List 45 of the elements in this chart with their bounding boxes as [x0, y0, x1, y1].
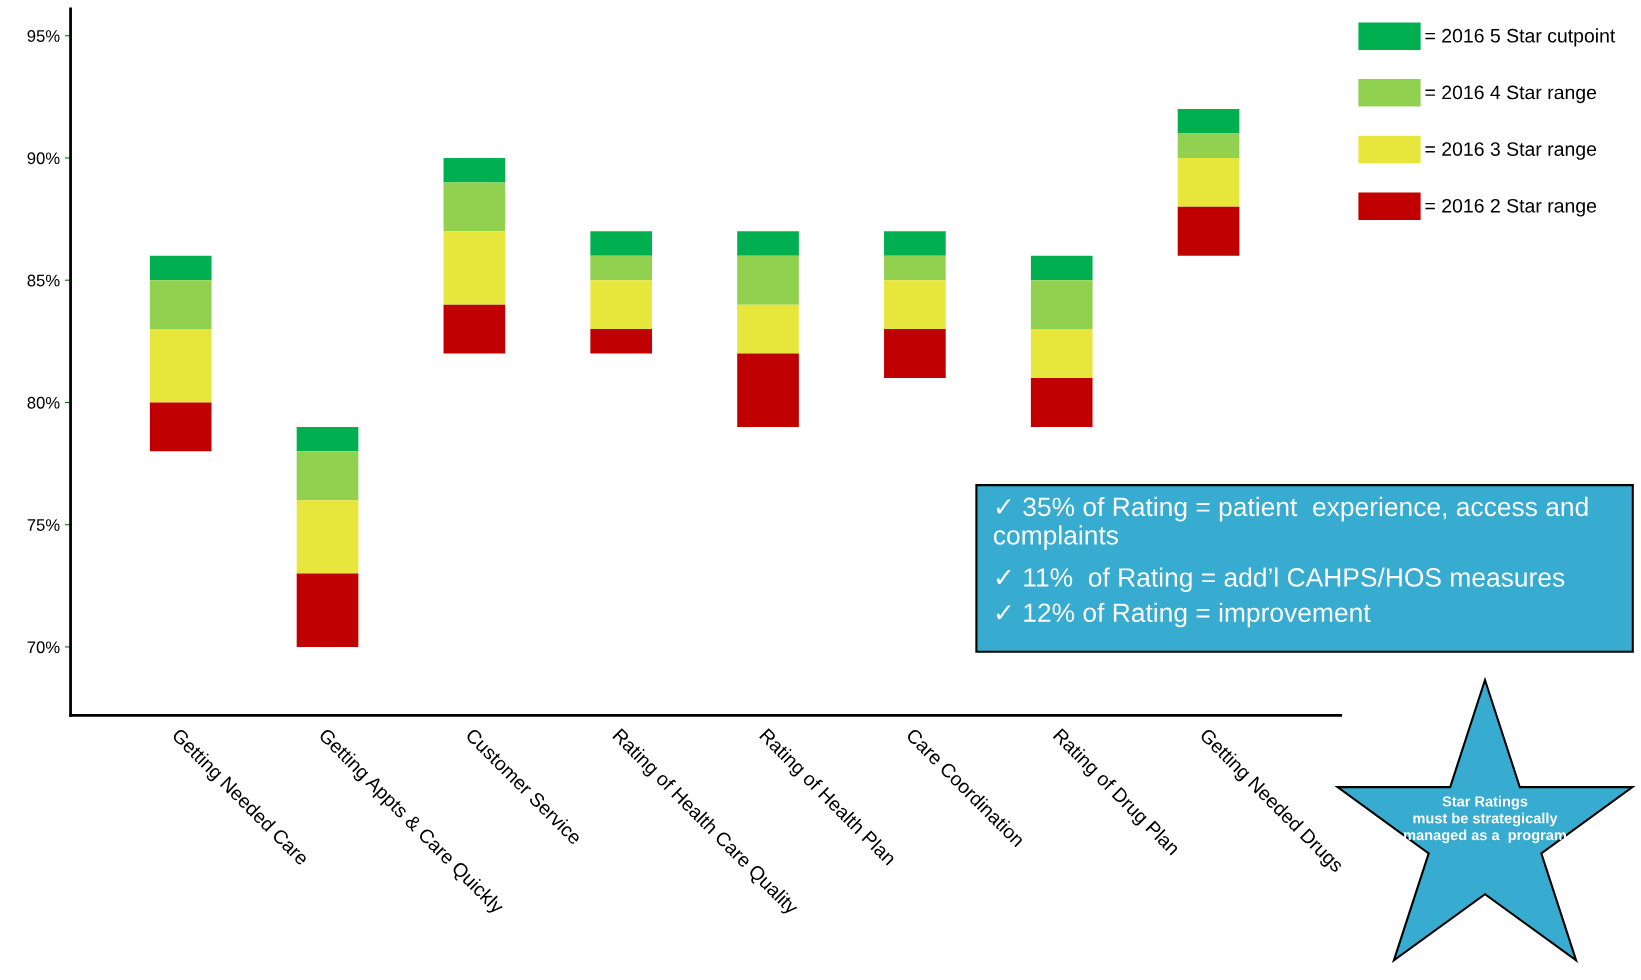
- bar: [443, 157, 506, 183]
- bar: [1030, 280, 1093, 330]
- bar: [296, 426, 359, 452]
- bar: [296, 573, 359, 647]
- bar: [884, 255, 946, 281]
- bar: [443, 182, 506, 232]
- bar: [1030, 378, 1093, 427]
- bar: [1177, 109, 1240, 134]
- bar: [296, 451, 359, 501]
- bar: [590, 329, 653, 354]
- bar: [149, 329, 212, 403]
- bar: [1177, 157, 1240, 207]
- bar: [149, 255, 212, 281]
- bar: [737, 255, 799, 305]
- bar: [590, 280, 653, 330]
- legend-label: = 2016 2 Star range: [1425, 198, 1597, 217]
- y-tick-label: 85%: [27, 274, 60, 287]
- bar: [737, 304, 799, 354]
- bar: [443, 231, 506, 305]
- legend-label: = 2016 5 Star cutpoint: [1425, 28, 1616, 47]
- bar: [590, 255, 653, 281]
- legend-label: = 2016 3 Star range: [1425, 142, 1597, 160]
- y-tick-label: 75%: [27, 519, 60, 531]
- bar: [149, 280, 212, 330]
- bar: [1030, 255, 1093, 281]
- bar: [737, 231, 799, 256]
- y-tick-label: 70%: [27, 641, 60, 654]
- annotation: ✓ 11% of Rating = add’l CAHPS/HOS measures: [996, 567, 1565, 593]
- bar: [1177, 133, 1240, 158]
- bar: [590, 231, 653, 256]
- bar: [884, 231, 946, 256]
- bar: [296, 500, 359, 574]
- annotation: ✓ 12% of Rating = improvement: [996, 602, 1371, 628]
- legend-label: = 2016 4 Star range: [1425, 85, 1597, 104]
- bar: [1177, 206, 1240, 256]
- y-tick-label: 95%: [27, 30, 60, 42]
- bar: [149, 402, 212, 452]
- bar: [443, 304, 506, 354]
- bar: [737, 353, 799, 427]
- bar: [884, 329, 946, 378]
- y-tick-label: 90%: [27, 152, 60, 165]
- bar: [884, 280, 946, 330]
- annotation: ✓ 35% of Rating = patient experience, access and complaints: [993, 496, 1588, 550]
- y-tick-label: 80%: [27, 396, 60, 409]
- bar: [1030, 329, 1093, 378]
